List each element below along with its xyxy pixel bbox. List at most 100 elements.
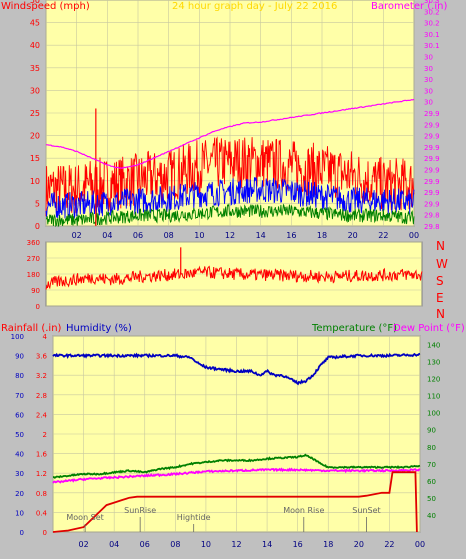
chart-title: 24 hour graph day - July 22 2016 [172,1,337,12]
rainfall-tick-label: 2.4 [36,411,48,419]
windspeed-tick-label: 50 [30,0,40,5]
windspeed-tick-label: 5 [35,199,40,208]
barometer-tick-label: 30.2 [424,20,440,28]
direction-tick-label: 90 [31,287,40,295]
humidity-tick-label: 60 [15,411,24,419]
windspeed-tick-label: 40 [30,41,40,50]
temperature-x-tick-label: 16 [293,540,303,549]
windspeed-x-tick-label: 20 [348,231,358,240]
barometer-axis-title: Barometer (.in) [371,1,447,12]
windspeed-tick-label: 15 [30,154,40,163]
rainfall-tick-label: 1.6 [36,451,48,459]
rainfall-line [52,471,418,533]
humidity-tick-label: 50 [15,431,24,439]
temperature-tick-label: 110 [427,393,440,401]
humidity-tick-label: 30 [15,470,24,478]
direction-line [45,265,423,290]
direction-letter-n-bottom: N [436,307,445,321]
humidity-tick-label: 40 [15,451,24,459]
direction-tick-label: 180 [27,271,40,279]
windspeed-tick-label: 45 [30,19,40,28]
dewpoint-line [52,467,421,484]
rainfall-tick-label: 3.2 [36,372,47,380]
barometer-tick-label: 30 [424,99,433,107]
barometer-tick-label: 29.9 [424,133,440,141]
direction-letter-w: W [436,257,448,271]
temperature-x-tick-label: 20 [354,540,364,549]
event-label: Moon Set [66,513,103,522]
temperature-x-tick-label: 12 [231,540,241,549]
dewpoint-axis-title: Dew Point (°F) [393,323,465,334]
temperature-tick-label: 100 [427,410,440,418]
windspeed-x-tick-label: 08 [164,231,174,240]
direction-tick-label: 0 [36,303,40,311]
temperature-line [52,453,421,479]
temperature-x-tick-label: 10 [201,540,211,549]
windspeed-gust-line [45,136,415,217]
windspeed-x-tick-label: 12 [225,231,235,240]
humidity-tick-label: 20 [15,490,24,498]
barometer-line [45,98,415,169]
rainfall-axis-title: Rainfall (.in) [1,323,62,334]
windspeed-x-tick-label: 02 [72,231,82,240]
windspeed-x-tick-label: 10 [194,231,204,240]
event-label: Hightide [177,513,211,522]
barometer-tick-label: 29.9 [424,155,440,163]
rainfall-tick-label: 4 [43,333,48,341]
temperature-tick-label: 50 [427,495,436,503]
barometer-tick-label: 29.9 [424,144,440,152]
temperature-x-tick-label: 14 [262,540,272,549]
temperature-tick-label: 70 [427,461,436,469]
direction-letter-n-top: N [436,239,445,253]
direction-tick-label: 270 [27,255,40,263]
windspeed-tick-label: 20 [30,132,40,141]
barometer-tick-label: 29.9 [424,121,440,129]
event-label: SunRise [124,506,156,515]
humidity-line [52,352,421,386]
temperature-tick-label: 60 [427,478,436,486]
direction-grid [46,241,422,307]
barometer-tick-label: 29.8 [424,212,440,220]
temperature-axis-title: Temperature (°F) [311,323,397,334]
rainfall-tick-label: 0.8 [36,490,47,498]
humidity-tick-label: 80 [15,372,24,380]
rainfall-tick-label: 2 [43,431,47,439]
windspeed-tick-label: 35 [30,64,40,73]
barometer-tick-label: 29.8 [424,223,440,231]
temperature-x-tick-label: 18 [323,540,333,549]
temperature-tick-label: 130 [427,359,440,367]
rainfall-tick-label: 0.4 [36,509,48,517]
direction-series-group [45,247,423,290]
windspeed-axis-title: Windspeed (mph) [1,1,90,12]
direction-letter-e: E [436,291,444,305]
windspeed-tick-label: 30 [30,86,40,95]
windspeed-x-tick-label: 22 [378,231,388,240]
temperature-series-group [52,352,421,533]
temperature-tick-label: 80 [427,444,436,452]
temperature-x-tick-label: 02 [78,540,88,549]
rainfall-tick-label: 2.8 [36,392,47,400]
windspeed-x-tick-label: 16 [286,231,296,240]
barometer-tick-label: 30 [424,76,433,84]
barometer-tick-label: 29.9 [424,110,440,118]
barometer-tick-label: 30.2 [424,8,440,16]
rainfall-tick-label: 0 [43,529,47,537]
humidity-tick-label: 70 [15,392,24,400]
temperature-x-tick-label: 06 [140,540,150,549]
windspeed-series-group [45,98,415,228]
humidity-tick-label: 10 [15,509,24,517]
windspeed-x-tick-label: 00 [409,231,419,240]
barometer-tick-label: 30.1 [424,31,440,39]
windspeed-x-tick-label: 14 [256,231,266,240]
barometer-tick-label: 30 [424,54,433,62]
windspeed-x-tick-label: 04 [102,231,112,240]
barometer-tick-label: 30 [424,87,433,95]
humidity-tick-label: 90 [15,353,24,361]
temperature-x-tick-label: 08 [170,540,180,549]
windspeed-x-tick-label: 06 [133,231,143,240]
windspeed-tick-label: 25 [30,109,40,118]
temperature-tick-label: 120 [427,376,440,384]
